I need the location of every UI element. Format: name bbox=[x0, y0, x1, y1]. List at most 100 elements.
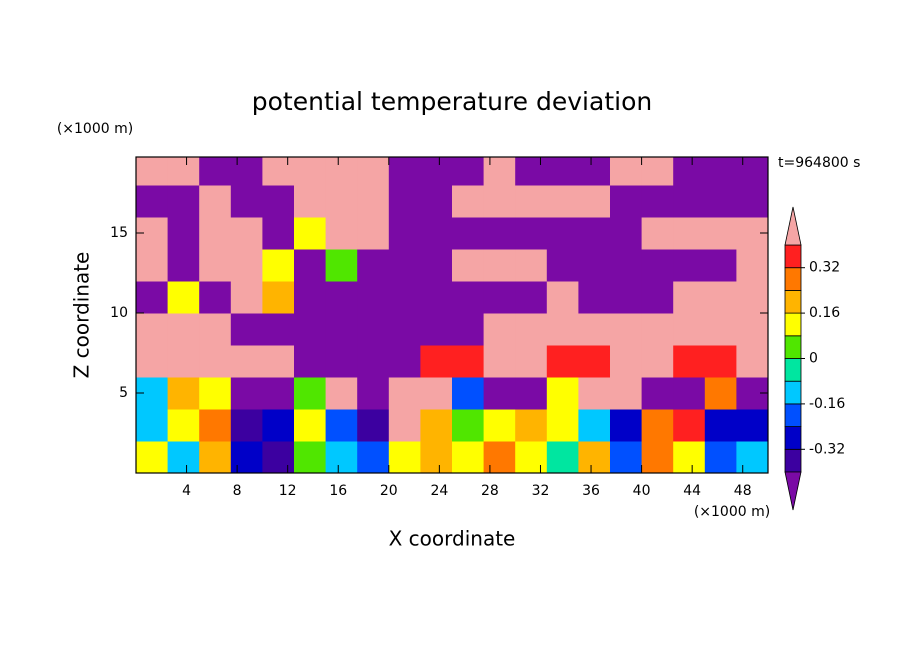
field-cell bbox=[515, 217, 548, 250]
field-cell bbox=[515, 185, 548, 218]
y-tick-label: 5 bbox=[119, 385, 128, 401]
field-cell bbox=[420, 409, 453, 442]
field-cell bbox=[546, 313, 579, 346]
field-cell bbox=[483, 313, 516, 346]
field-cell bbox=[641, 345, 674, 378]
field-cell bbox=[641, 441, 674, 473]
field-cell bbox=[546, 185, 579, 218]
field-cell bbox=[483, 441, 516, 473]
field-cell bbox=[515, 409, 548, 442]
field-cell bbox=[136, 313, 169, 346]
x-tick-label: 32 bbox=[532, 483, 550, 499]
x-tick-label: 20 bbox=[380, 483, 398, 499]
field-cell bbox=[610, 249, 643, 282]
y-tick-label: 10 bbox=[110, 305, 128, 321]
plot-frame bbox=[135, 156, 769, 474]
x-tick-label: 4 bbox=[182, 483, 191, 499]
field-cell bbox=[546, 249, 579, 282]
field-cell bbox=[262, 345, 295, 378]
field-cell bbox=[294, 377, 327, 410]
field-cell bbox=[230, 313, 263, 346]
field-cell bbox=[546, 409, 579, 442]
field-cell bbox=[230, 281, 263, 314]
field-cell bbox=[136, 249, 169, 282]
field-cell bbox=[199, 217, 232, 250]
field-cell bbox=[136, 157, 169, 186]
field-cell bbox=[578, 185, 611, 218]
field-cell bbox=[578, 441, 611, 473]
field-cell bbox=[325, 217, 358, 250]
x-tick-label: 16 bbox=[329, 483, 347, 499]
field-cell bbox=[483, 157, 516, 186]
field-cell bbox=[388, 313, 421, 346]
field-cell bbox=[673, 185, 706, 218]
field-cell bbox=[610, 157, 643, 186]
field-cell bbox=[136, 345, 169, 378]
field-cell bbox=[388, 345, 421, 378]
field-cell bbox=[704, 157, 737, 186]
field-cell bbox=[199, 409, 232, 442]
colorbar-box bbox=[784, 267, 802, 291]
field-cell bbox=[230, 185, 263, 218]
field-cell bbox=[325, 249, 358, 282]
field-cell bbox=[420, 217, 453, 250]
field-cell bbox=[578, 217, 611, 250]
x-tick-label: 28 bbox=[481, 483, 499, 499]
colorbar-tick-label: -0.16 bbox=[809, 396, 845, 412]
field-cell bbox=[452, 281, 485, 314]
field-cell bbox=[325, 377, 358, 410]
field-cell bbox=[420, 313, 453, 346]
field-cell bbox=[546, 377, 579, 410]
field-cell bbox=[294, 345, 327, 378]
field-cell bbox=[420, 441, 453, 473]
field-cell bbox=[357, 441, 390, 473]
field-cell bbox=[388, 185, 421, 218]
colorbar-box bbox=[784, 448, 802, 473]
field-cell bbox=[230, 441, 263, 473]
field-cell bbox=[483, 217, 516, 250]
field-cell bbox=[452, 185, 485, 218]
field-cell bbox=[294, 217, 327, 250]
field-cell bbox=[610, 185, 643, 218]
field-cell bbox=[452, 345, 485, 378]
field-cell bbox=[325, 409, 358, 442]
field-cell bbox=[262, 313, 295, 346]
chart-title: potential temperature deviation bbox=[252, 87, 652, 116]
x-tick-label: 12 bbox=[279, 483, 297, 499]
field-cell bbox=[673, 217, 706, 250]
field-cell bbox=[704, 377, 737, 410]
field-cell bbox=[704, 185, 737, 218]
field-cell bbox=[230, 217, 263, 250]
field-cell bbox=[167, 281, 200, 314]
field-cell bbox=[420, 185, 453, 218]
field-cell bbox=[736, 313, 768, 346]
field-cell bbox=[199, 345, 232, 378]
y-unit: (×1000 m) bbox=[57, 121, 133, 137]
field-cell bbox=[262, 441, 295, 473]
field-cell bbox=[262, 185, 295, 218]
field-cell bbox=[199, 157, 232, 186]
field-cell bbox=[167, 345, 200, 378]
field-cell bbox=[610, 345, 643, 378]
x-unit: (×1000 m) bbox=[694, 504, 770, 520]
field-cell bbox=[736, 409, 768, 442]
field-cell bbox=[325, 313, 358, 346]
field-cell bbox=[673, 157, 706, 186]
field-cell bbox=[578, 157, 611, 186]
field-cell bbox=[641, 217, 674, 250]
field-cell bbox=[704, 345, 737, 378]
colorbar-box bbox=[784, 289, 802, 314]
field-cell bbox=[641, 249, 674, 282]
field-cell bbox=[546, 441, 579, 473]
field-cell bbox=[641, 377, 674, 410]
field-cell bbox=[199, 249, 232, 282]
x-tick-label: 48 bbox=[734, 483, 752, 499]
field-cell bbox=[230, 409, 263, 442]
field-cell bbox=[136, 441, 169, 473]
field-cell bbox=[673, 281, 706, 314]
field-cell bbox=[546, 281, 579, 314]
field-cell bbox=[736, 249, 768, 282]
field-cell bbox=[294, 249, 327, 282]
field-cell bbox=[704, 249, 737, 282]
